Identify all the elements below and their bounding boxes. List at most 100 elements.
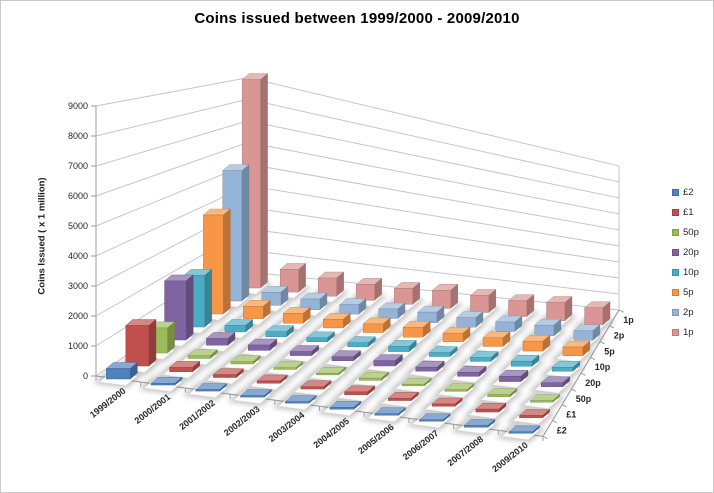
bar-10p-2006/2007 xyxy=(469,351,499,362)
bar-front-face xyxy=(522,340,544,352)
bar-50p-2004/2005 xyxy=(358,371,390,381)
legend-swatch-50p xyxy=(672,229,679,236)
bar-side-face xyxy=(204,268,212,328)
bar-1p-2009/2010 xyxy=(584,301,611,326)
bar-50p-2002/2003 xyxy=(273,361,304,370)
legend-item-10p: 10p xyxy=(672,267,699,278)
bar-10p-2003/2004 xyxy=(347,336,376,348)
gridline-9000 xyxy=(95,77,620,167)
bar-1p-2007/2008 xyxy=(546,296,573,322)
bar-£1-2005/2006 xyxy=(387,391,419,401)
bar-front-face xyxy=(195,389,220,392)
bar-£2-2003/2004 xyxy=(284,395,317,404)
bar-20p-2003/2004 xyxy=(331,350,362,362)
bar-10p-2005/2006 xyxy=(428,346,458,357)
bar-side-face xyxy=(260,73,268,289)
bar-front-face xyxy=(213,374,237,378)
y-tick-label: 9000 xyxy=(68,101,88,111)
y-tick-label: 3000 xyxy=(68,281,88,291)
bar-front-face xyxy=(495,321,516,332)
bar-2p-2001/2002 xyxy=(300,292,328,311)
x-tick-label-1: 1999/2000 xyxy=(88,386,128,420)
y-tick-label: 7000 xyxy=(68,161,88,171)
bar-2p-2009/2010 xyxy=(573,324,601,341)
series-row-£1 xyxy=(112,319,556,427)
depth-tick xyxy=(542,435,548,440)
bar-front-face xyxy=(487,394,511,398)
legend-item-50p: 50p xyxy=(672,227,699,238)
bar-front-face xyxy=(150,383,176,386)
gridline-7000 xyxy=(95,120,620,199)
y-tick-label: 4000 xyxy=(68,251,88,261)
depth-tick xyxy=(618,309,624,313)
bar-5p-2009/2010 xyxy=(562,340,591,357)
bar-5p-2003/2004 xyxy=(362,317,391,333)
bar-50p-2006/2007 xyxy=(444,383,475,392)
bar-front-face xyxy=(444,389,468,392)
bar-front-face xyxy=(429,352,451,357)
bar-side-face xyxy=(185,274,194,341)
bar-front-face xyxy=(456,317,477,328)
bar-£1-2003/2004 xyxy=(300,380,332,390)
bar-front-face xyxy=(240,395,265,398)
bar-front-face xyxy=(546,302,566,321)
bar-front-face xyxy=(457,372,480,377)
bar-10p-2000/2001 xyxy=(224,319,254,333)
bar-front-face xyxy=(362,323,384,333)
bar-2p-2004/2005 xyxy=(417,305,445,324)
x-tick-label-6: 2004/2005 xyxy=(311,416,351,450)
bar-50p-2000/2001 xyxy=(187,349,218,359)
bar-5p-2006/2007 xyxy=(482,331,511,347)
bar-front-face xyxy=(373,360,396,367)
bar-front-face xyxy=(273,367,297,370)
bar-10p-2004/2005 xyxy=(387,339,417,353)
bar-20p-2004/2005 xyxy=(373,354,403,367)
bar-2p-2002/2003 xyxy=(339,298,367,315)
bar-£2-2004/2005 xyxy=(329,400,362,410)
bar-front-face xyxy=(106,368,131,380)
bar-front-face xyxy=(562,346,584,356)
legend-swatch-20p xyxy=(672,249,679,256)
legend-item-5p: 5p xyxy=(672,287,699,298)
bar-front-face xyxy=(318,277,337,297)
bar-front-face xyxy=(508,431,533,434)
legend-label: £1 xyxy=(683,207,694,218)
x-tick-label-8: 2006/2007 xyxy=(401,428,441,462)
bar-front-face xyxy=(300,386,325,390)
y-tick-label: 8000 xyxy=(68,131,88,141)
bar-front-face xyxy=(329,407,355,410)
bar-10p-2002/2003 xyxy=(306,331,335,343)
legend-label: 1p xyxy=(683,327,694,338)
bar-1p-2005/2006 xyxy=(469,289,497,313)
bar-1p-2002/2003 xyxy=(355,277,383,301)
bar-front-face xyxy=(541,382,564,387)
legend-item-£2: £2 xyxy=(672,187,699,198)
bar-front-face xyxy=(265,331,287,338)
bar-2p-2006/2007 xyxy=(495,315,523,332)
bar-front-face xyxy=(573,330,594,341)
depth-tick xyxy=(561,404,567,408)
bar-£2-2002/2003 xyxy=(239,389,272,398)
gridline-3000 xyxy=(95,206,620,287)
bar-front-face xyxy=(402,327,424,338)
bar-front-face xyxy=(419,419,444,422)
bar-front-face xyxy=(442,332,464,343)
x-tick-label-10: 2009/2010 xyxy=(490,440,530,474)
legend-label: 2p xyxy=(683,307,694,318)
bar-front-face xyxy=(331,356,354,361)
legend-label: £2 xyxy=(683,187,694,198)
bar-front-face xyxy=(358,377,382,381)
bar-5p-2002/2003 xyxy=(322,312,351,329)
bar-1p-2003/2004 xyxy=(393,282,421,305)
bar-front-face xyxy=(470,295,490,313)
bar-5p-2004/2005 xyxy=(402,320,431,338)
legend-swatch-5p xyxy=(672,289,679,296)
bar-£2-2007/2008 xyxy=(463,419,496,428)
chart-title: Coins issued between 1999/2000 - 2009/20… xyxy=(194,10,520,27)
bar-side-face xyxy=(148,319,157,367)
y-tick-label: 5000 xyxy=(68,221,88,231)
bar-20p-2007/2008 xyxy=(498,369,529,383)
bar-50p-2007/2008 xyxy=(487,388,518,398)
bar-front-face xyxy=(347,342,369,347)
